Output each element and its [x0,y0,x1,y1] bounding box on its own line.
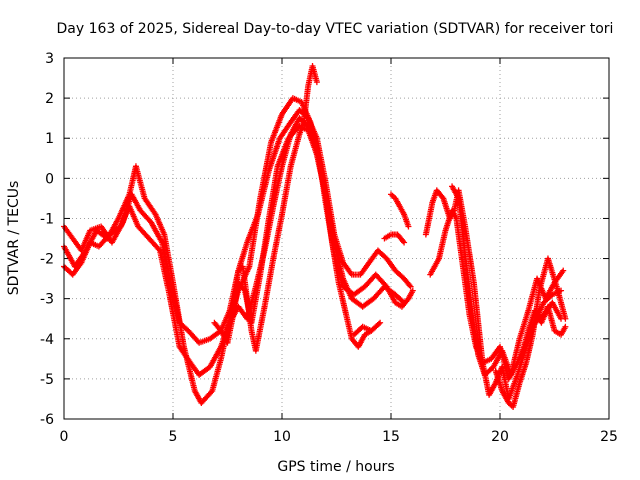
y-tick-label: -2 [40,252,54,268]
series-track-11 [449,183,567,378]
series-track-8 [388,191,412,230]
series-track-5 [231,63,320,354]
data-point-marker [407,283,414,290]
data-point-marker [399,238,406,245]
y-tick-label: 1 [45,131,54,147]
data-point-marker [405,223,412,230]
data-points [61,63,569,410]
x-tick-label: 5 [169,429,178,445]
chart-title: Day 163 of 2025, Sidereal Day-to-day VTE… [57,21,614,37]
data-point-marker [401,239,408,246]
series-track-12 [492,255,569,410]
data-point-marker [439,194,446,201]
y-tick-label: 3 [45,51,54,67]
y-axis-label: SDTVAR / TECUs [6,181,22,296]
y-tick-label: -3 [40,292,54,308]
y-tick-label: -1 [40,211,54,227]
plot-frame [63,57,610,420]
series-track-7 [381,231,408,246]
data-point-marker [409,287,416,294]
series-track-4 [211,123,375,350]
y-tick-label: -5 [40,372,54,388]
data-point-marker [401,299,408,306]
data-point-marker [377,319,384,326]
x-tick-label: 20 [491,429,509,445]
y-tick-label: -4 [40,332,54,348]
x-tick-label: 10 [273,429,291,445]
y-tick-label: 0 [45,171,54,187]
y-tick-label: -6 [40,412,54,428]
data-point-marker [208,389,215,396]
x-tick-label: 0 [60,429,69,445]
data-point-marker [313,79,320,86]
x-axis-label: GPS time / hours [277,459,394,475]
data-point-marker [562,323,569,330]
data-point-marker [375,320,382,327]
axis-ticks: 0 5 10 15 20 25 -6 -5 -4 -3 -2 -1 0 1 2 3 [40,51,618,445]
data-point-marker [399,298,406,305]
x-tick-label: 15 [382,429,400,445]
series-track-6 [350,319,384,338]
series-track-1 [61,95,416,406]
x-tick-label: 25 [600,429,618,445]
data-point-marker [562,315,569,322]
data-point-marker [560,267,567,274]
y-tick-label: 2 [45,91,54,107]
series-track-13 [518,303,569,358]
data-point-marker [406,282,413,289]
